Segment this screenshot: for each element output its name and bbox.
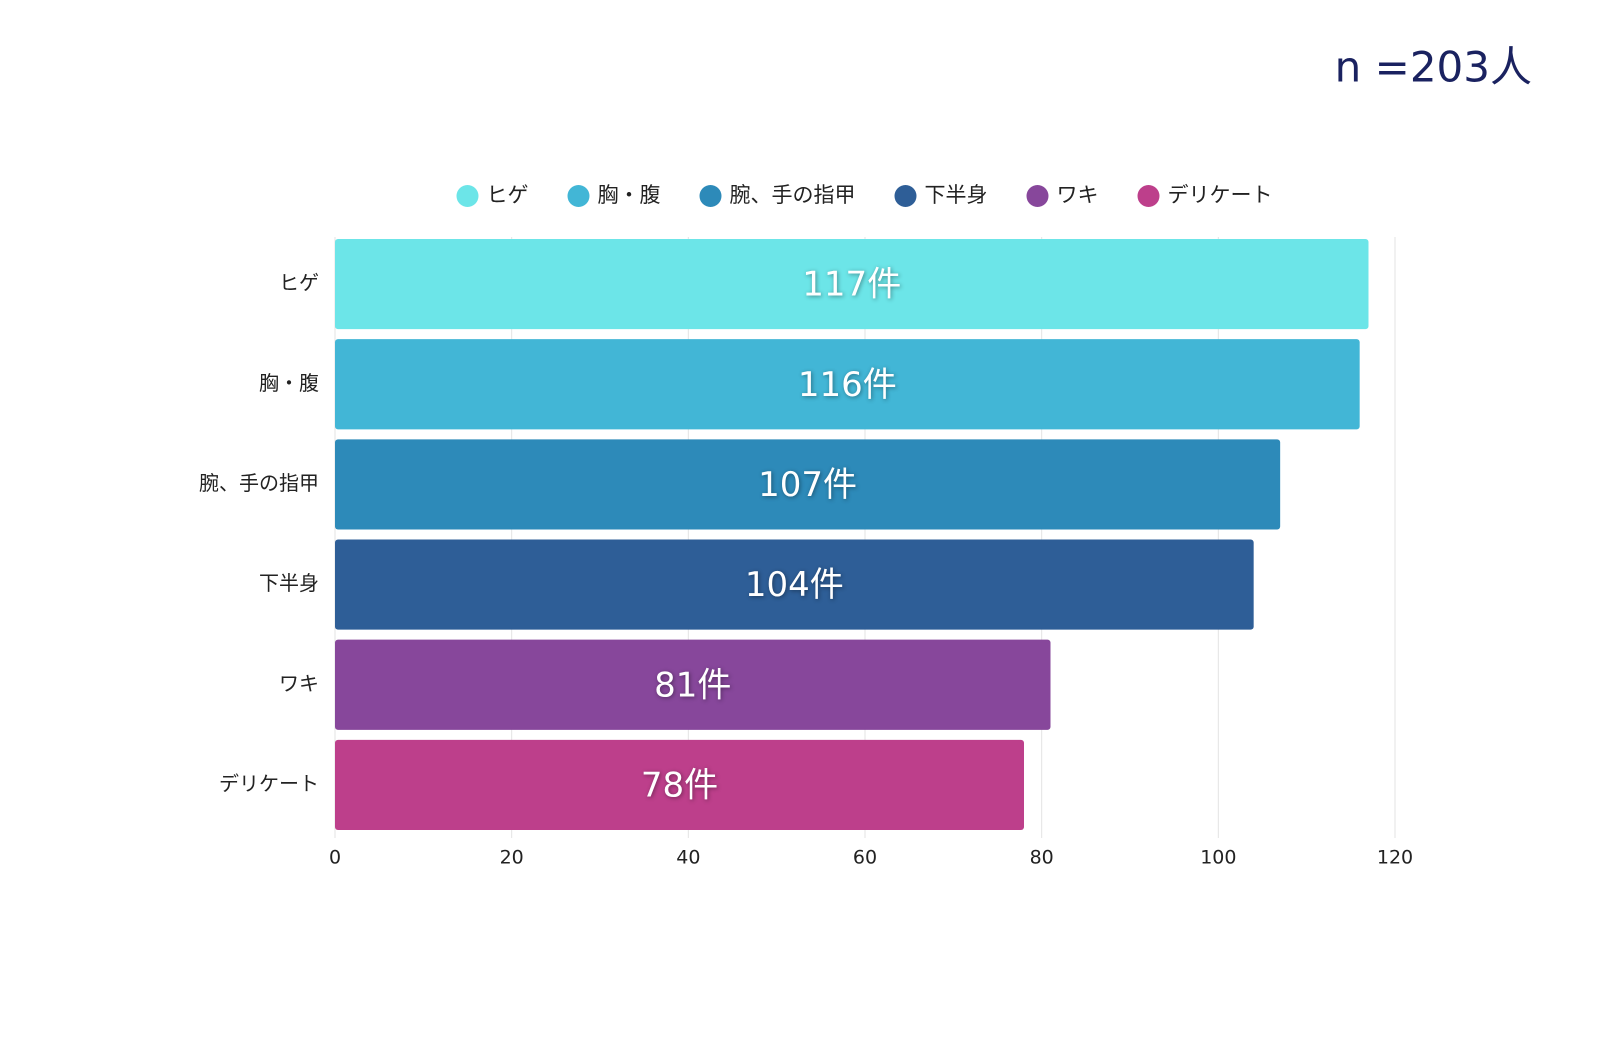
y-tick-label: ヒゲ <box>279 271 319 295</box>
y-tick-label: ワキ <box>279 671 319 695</box>
y-tick-label: デリケート <box>219 771 319 795</box>
legend-label: デリケート <box>1168 183 1273 207</box>
value-label: 78件 <box>641 765 718 805</box>
legend-label: 腕、手の指甲 <box>730 183 856 207</box>
bar <box>335 239 1369 330</box>
x-tick-label: 120 <box>1377 847 1413 869</box>
value-label: 116件 <box>798 365 897 405</box>
x-tick-label: 20 <box>500 847 524 869</box>
legend-marker <box>894 185 917 207</box>
value-label: 107件 <box>758 465 857 505</box>
x-tick-label: 40 <box>676 847 700 869</box>
legend-marker <box>1137 185 1160 207</box>
value-label: 81件 <box>654 665 731 705</box>
x-tick-label: 80 <box>1030 847 1054 869</box>
legend-label: 下半身 <box>925 183 988 207</box>
sample-size: n =203人 <box>1335 43 1532 92</box>
x-tick-label: 60 <box>853 847 877 869</box>
bar <box>335 739 1024 830</box>
legend-marker <box>456 185 479 207</box>
legend-label: 胸・腹 <box>598 183 661 207</box>
x-tick-label: 0 <box>329 847 341 869</box>
y-tick-label: 胸・腹 <box>259 371 319 395</box>
legend-marker <box>1026 185 1049 207</box>
value-label: 117件 <box>802 265 901 305</box>
value-label: 104件 <box>745 565 844 605</box>
legend-marker <box>567 185 590 207</box>
bar <box>335 539 1254 630</box>
y-tick-label: 下半身 <box>259 571 319 595</box>
legend: ヒゲ 胸・腹 腕、手の指甲 下半身 ワキ デリケート <box>456 183 1273 207</box>
bar <box>335 339 1360 430</box>
bar <box>335 439 1281 530</box>
legend-label: ヒゲ <box>487 183 529 207</box>
legend-label: ワキ <box>1057 183 1099 207</box>
legend-marker <box>699 185 722 207</box>
x-tick-label: 100 <box>1200 847 1236 869</box>
bar <box>335 639 1051 730</box>
y-tick-label: 腕、手の指甲 <box>199 471 319 495</box>
